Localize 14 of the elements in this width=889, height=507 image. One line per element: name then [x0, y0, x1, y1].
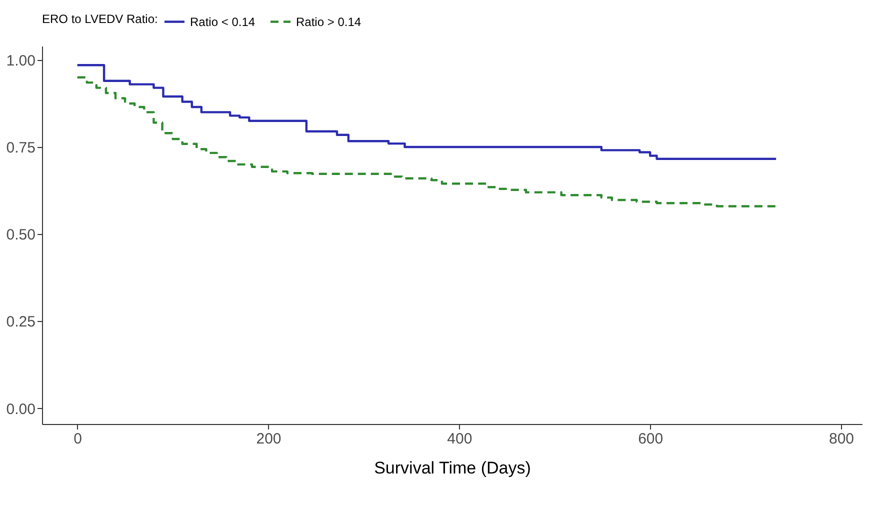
x-tick-label: 400: [447, 430, 472, 448]
x-tick-label: 600: [638, 430, 664, 448]
y-tick-label: 0.00: [6, 400, 36, 418]
y-tick-label: 0.25: [6, 314, 36, 331]
x-tick-label: 800: [828, 430, 854, 448]
y-tick-label: 0.50: [6, 226, 36, 244]
x-tick-label: 200: [256, 430, 282, 448]
legend-label: Ratio > 0.14: [296, 14, 362, 29]
x-axis-title: Survival Time (Days): [374, 458, 531, 478]
x-tick-label: 0: [74, 430, 82, 448]
y-tick-label: 1.00: [6, 52, 36, 70]
legend-label: Ratio < 0.14: [190, 14, 256, 29]
legend-title: ERO to LVEDV Ratio:: [42, 12, 158, 26]
y-tick-label: 0.75: [6, 140, 36, 157]
